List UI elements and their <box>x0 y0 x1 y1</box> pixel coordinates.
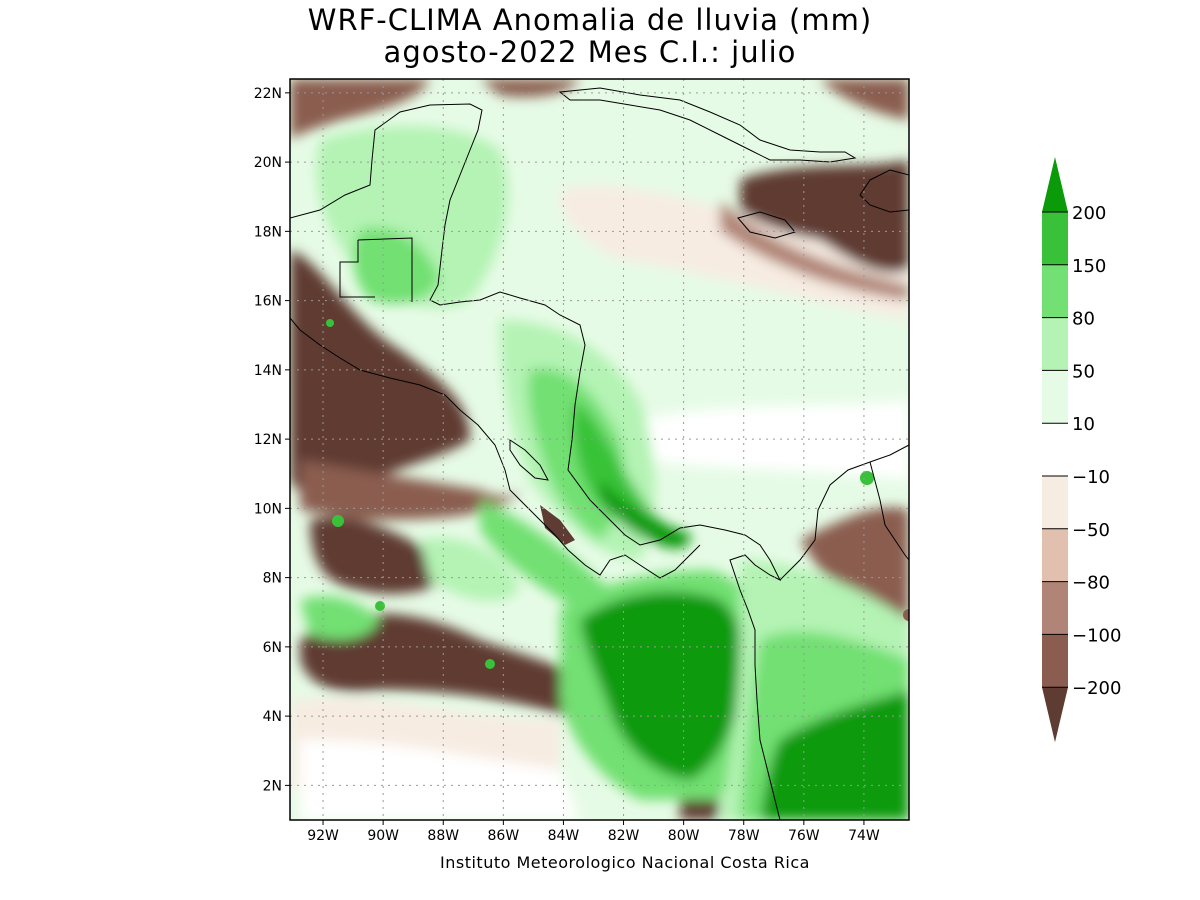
colorbar-level-label: −50 <box>1072 520 1110 541</box>
colorbar-level-label: 50 <box>1072 361 1095 382</box>
colorbar-level-label: −10 <box>1072 467 1110 488</box>
field-accents <box>326 319 909 669</box>
colorbar-swatch <box>1042 264 1068 318</box>
field-region-brown-pacific-mid <box>300 460 530 520</box>
map-grid <box>290 79 909 820</box>
colorbar-swatch <box>1042 581 1068 635</box>
colorbar-level-label: −80 <box>1072 573 1110 594</box>
colorbar-swatch <box>1042 212 1068 265</box>
credit-line: Instituto Meteorologico Nacional Costa R… <box>440 853 810 872</box>
field-region-brown-ne-top <box>480 79 580 97</box>
colorbar-swatch <box>1042 528 1068 582</box>
longitude-axis: 92W 90W 88W 86W 84W 82W 80W 78W 76W 74W <box>307 820 880 844</box>
lon-tick-label: 86W <box>488 828 520 844</box>
colorbar-swatch <box>1042 423 1068 476</box>
field-region-white-pacific-south <box>300 740 580 820</box>
lat-tick-label: 12N <box>254 432 282 448</box>
field-region-green-panama-coast <box>600 480 691 549</box>
lat-tick-label: 2N <box>263 778 282 794</box>
lon-tick-label: 88W <box>427 828 459 844</box>
lat-tick-label: 6N <box>263 640 282 656</box>
colorbar-level-label: 150 <box>1072 256 1106 277</box>
colorbar-triangle-top <box>1042 157 1068 212</box>
colorbar-swatch <box>1042 634 1068 688</box>
field-region-green-nicaragua-strong <box>573 400 683 550</box>
colorbar-swatch <box>1042 476 1068 529</box>
colorbar-swatch <box>1042 317 1068 371</box>
lon-tick-label: 90W <box>367 828 399 844</box>
colorbar-level-label: −200 <box>1072 678 1121 699</box>
lat-tick-label: 22N <box>254 86 282 102</box>
field-region-brown-pacific-8n <box>310 517 444 594</box>
lat-tick-label: 18N <box>254 224 282 240</box>
field-region-brown-colombia-inland <box>800 507 909 620</box>
lat-tick-label: 20N <box>254 155 282 171</box>
lat-tick-label: 16N <box>254 294 282 310</box>
map-frame <box>289 78 910 821</box>
lon-tick-label: 80W <box>668 828 700 844</box>
colorbar-level-label: −100 <box>1072 625 1121 646</box>
map-subtitle: agosto-2022 Mes C.I.: julio <box>383 35 797 69</box>
lon-tick-label: 78W <box>728 828 760 844</box>
field-region-green-pacific-9n <box>420 538 520 601</box>
coastlines <box>290 87 909 820</box>
colorbar-level-label: 80 <box>1072 309 1095 330</box>
precipitation-field <box>290 79 909 820</box>
lat-tick-label: 4N <box>263 709 282 725</box>
lon-tick-label: 82W <box>608 828 640 844</box>
lon-tick-label: 76W <box>788 828 820 844</box>
field-region-white-caribbean <box>640 400 909 480</box>
colorbar-level-label: 200 <box>1072 203 1106 224</box>
lat-tick-label: 14N <box>254 363 282 379</box>
field-region-green-pacific-7n <box>300 596 380 640</box>
map-title: WRF-CLIMA Anomalia de lluvia (mm) <box>307 3 873 37</box>
lon-tick-label: 92W <box>307 828 339 844</box>
field-region-brown-hispaniola-edge <box>720 200 909 300</box>
lon-tick-label: 84W <box>548 828 580 844</box>
latitude-axis: 2N 4N 6N 8N 10N 12N 14N 16N 18N 20N 22N <box>254 86 290 794</box>
field-region-green-costa-rica-pacific <box>480 500 613 614</box>
colorbar-swatch <box>1042 370 1068 424</box>
field-region-brown-nw <box>290 79 430 140</box>
lat-tick-label: 8N <box>263 571 282 587</box>
field-region-green-gulf-panama <box>580 591 745 780</box>
colorbar-level-label: 10 <box>1072 414 1095 435</box>
field-region-brown-ne-corner <box>820 79 909 120</box>
lat-tick-label: 10N <box>254 501 282 517</box>
field-region-green-guatemala <box>353 228 440 304</box>
colorbar-triangle-bottom <box>1042 687 1068 743</box>
field-region-brown-pacific-5n <box>300 613 640 726</box>
colorbar: 200 150 80 50 10 −10 −50 −80 −100 −200 <box>1042 157 1121 743</box>
field-region-tan-caribbean-north <box>560 185 909 320</box>
field-region-green-colombia-strong <box>760 690 909 820</box>
field-region-brown-hispaniola <box>740 160 909 273</box>
lon-tick-label: 74W <box>848 828 880 844</box>
